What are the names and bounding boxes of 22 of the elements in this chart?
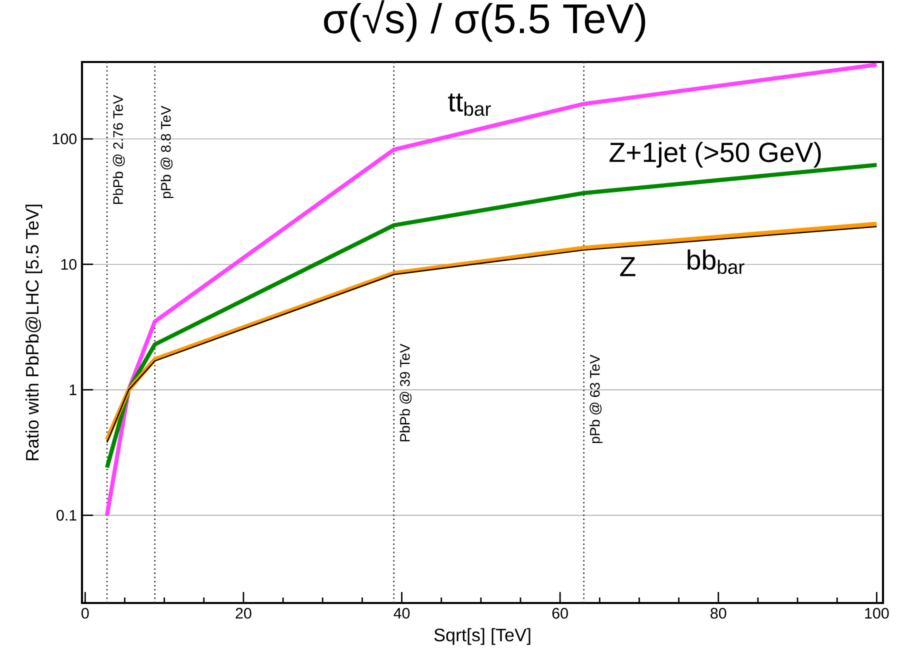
x-axis-title: Sqrt[s] [TeV]	[434, 628, 530, 645]
ref-line-label: pPb @ 8.8 TeV	[160, 106, 174, 198]
series-label: bb$_{bar}$	[688, 249, 744, 274]
x-tick-label: 80	[710, 608, 726, 619]
ref-line-label: pPb @ 63 TeV	[590, 354, 603, 444]
y-axis-title: Ratio with PbPb@LHC [5.5 TeV]	[25, 204, 42, 460]
chart-title: σ(√s) / σ(5.5 TeV)	[324, 0, 646, 42]
series-label: Z+1jet (>50 GeV)	[610, 142, 821, 168]
x-tick-label: 20	[236, 608, 252, 619]
y-tick-label: 100	[52, 134, 76, 144]
series-label: Z	[620, 257, 636, 276]
ref-line-label: PbPb @ 2.76 TeV	[112, 94, 125, 204]
x-tick-label: 40	[394, 608, 410, 619]
series-label: tt$_{bar}$	[448, 94, 491, 116]
x-tick-label: 0	[82, 608, 89, 619]
y-tick-label: 0.1	[56, 510, 76, 521]
line-series	[104, 62, 879, 518]
y-tick-label: 10	[61, 258, 76, 270]
x-tick-label: 100	[865, 608, 889, 619]
y-tick-label: 1	[70, 384, 76, 396]
x-tick-label: 60	[552, 608, 568, 619]
ref-line-label: PbPb @ 39 TeV	[400, 344, 412, 442]
